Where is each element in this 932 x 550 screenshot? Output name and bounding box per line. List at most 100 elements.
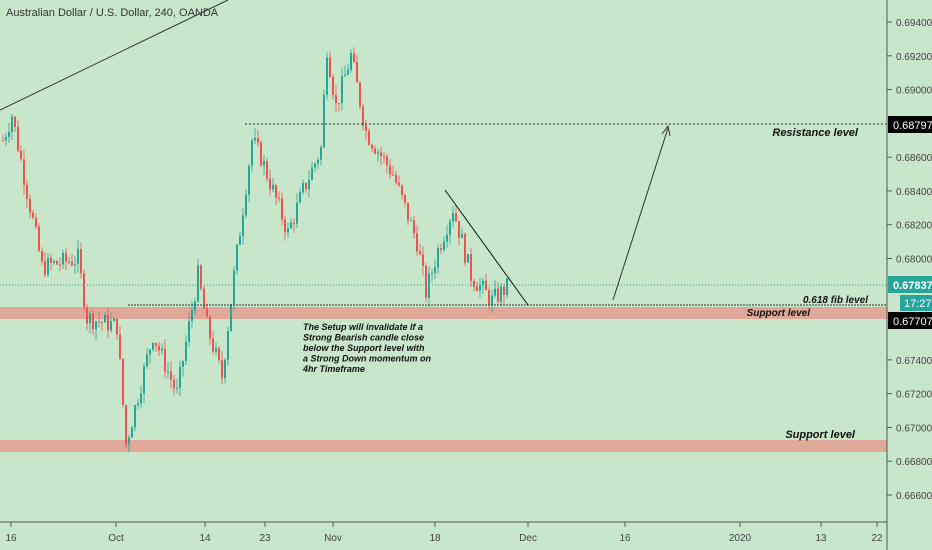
candle-body [188, 320, 190, 342]
candle-body [146, 354, 148, 367]
candle-body [494, 288, 496, 296]
support-price-value: 0.67707 [893, 316, 932, 328]
candle-body [293, 222, 295, 224]
candle-body [284, 219, 286, 233]
candle-body [224, 359, 226, 379]
candle-body [29, 198, 31, 213]
candle-body [323, 94, 325, 148]
candle-body [107, 314, 109, 331]
time-axis[interactable]: 16 Oct 14 23 Nov 18 Dec 16 2020 13 22 [5, 522, 883, 544]
candle-body [482, 280, 484, 285]
candle-body [80, 249, 82, 274]
candle-body [281, 198, 283, 220]
support-price-badge [888, 312, 932, 329]
y-tick-label: 0.68000 [896, 255, 932, 266]
candle-body [209, 316, 211, 339]
candle-body [5, 136, 7, 141]
candle-body [155, 342, 157, 346]
candle-body [314, 163, 316, 168]
x-tick-label: 13 [815, 533, 827, 544]
candle-body [197, 265, 199, 302]
arrow-head-icon [661, 124, 671, 137]
candle-body [161, 348, 163, 351]
candle-body [206, 308, 208, 317]
candle-body [290, 222, 292, 229]
note-line: The Setup will invalidate If a [303, 322, 423, 332]
candle-body [341, 76, 343, 104]
y-tick-label: 0.67000 [896, 423, 932, 434]
candle-body [221, 359, 223, 379]
candle-body [263, 161, 265, 166]
candle-body [95, 321, 97, 330]
candle-body [491, 295, 493, 305]
projection-arrow[interactable] [612, 127, 669, 301]
candle-body [467, 254, 469, 263]
x-tick-label: 16 [619, 533, 631, 544]
candle-body [329, 57, 331, 78]
y-tick-label: 0.69000 [896, 86, 932, 97]
upper-trendline[interactable] [0, 0, 229, 111]
candle-body [173, 379, 175, 388]
candle-body [113, 318, 115, 322]
candle-body [275, 185, 277, 198]
candle-body [458, 221, 460, 238]
resistance-price-badge [888, 116, 932, 133]
candle-body [473, 280, 475, 287]
candle-body [440, 248, 442, 250]
candle-body [143, 366, 145, 394]
candle-body [269, 178, 271, 190]
candle-body [38, 226, 40, 251]
y-tick-label: 0.69400 [896, 18, 932, 29]
candle-body [347, 69, 349, 75]
candle-body [11, 116, 13, 132]
candle-body [332, 77, 334, 96]
x-tick-label: 23 [259, 533, 271, 544]
y-tick-label: 0.69200 [896, 52, 932, 63]
x-tick-label: Nov [324, 533, 342, 544]
candle-body [362, 106, 364, 126]
candle-body [431, 272, 433, 274]
candle-body [308, 179, 310, 190]
candle-body [53, 261, 55, 263]
y-tick-label: 0.67400 [896, 356, 932, 367]
candle-body [26, 184, 28, 199]
chart-title: Australian Dollar / U.S. Dollar, 240, OA… [6, 7, 219, 19]
candle-body [86, 307, 88, 324]
candle-body [350, 53, 352, 70]
candle-body [47, 257, 49, 275]
candle-body [74, 263, 76, 266]
candle-body [377, 152, 379, 154]
candle-body [479, 284, 481, 291]
candle-body [44, 261, 46, 275]
candle-body [164, 348, 166, 372]
candle-body [230, 304, 232, 332]
candle-body [470, 254, 472, 281]
candle-body [215, 348, 217, 352]
candle-body [506, 278, 508, 295]
candle-body [413, 220, 415, 234]
y-tick-label: 0.67200 [896, 390, 932, 401]
candle-body [359, 82, 361, 107]
candle-body [410, 220, 412, 222]
candle-body [14, 116, 16, 127]
candle-body [305, 183, 307, 190]
candle-body [236, 244, 238, 271]
candle-body [434, 267, 436, 273]
candle-body [92, 313, 94, 330]
price-axis[interactable]: 0.69400 0.69200 0.69000 0.68600 0.68400 0.682… [887, 18, 932, 502]
candle-body [500, 286, 502, 302]
fib-label: 0.618 fib level [803, 295, 868, 306]
candle-body [218, 348, 220, 360]
y-tick-label: 0.66800 [896, 457, 932, 468]
down-trendline[interactable] [444, 189, 529, 306]
candle-body [392, 174, 394, 176]
countdown-badge [900, 295, 932, 311]
candle-body [260, 142, 262, 166]
candle-body [8, 131, 10, 137]
candle-body [257, 138, 259, 143]
candle-body [287, 228, 289, 233]
candle-body [437, 248, 439, 268]
note-line: Strong Bearish candle close [303, 333, 424, 343]
candle-body [398, 182, 400, 186]
